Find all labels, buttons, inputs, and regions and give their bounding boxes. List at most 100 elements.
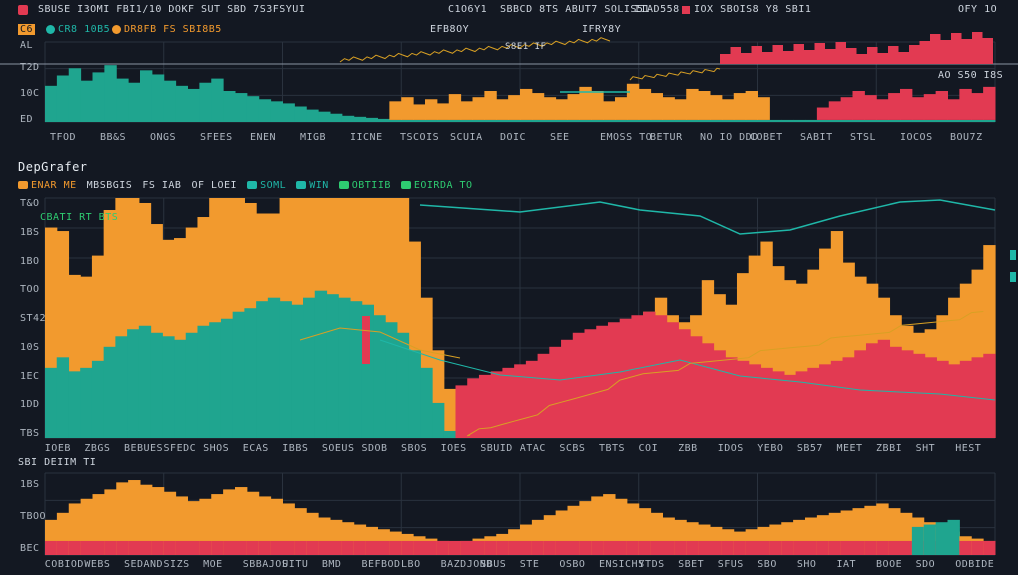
x-tick: BEFBOD xyxy=(361,559,401,570)
legend-item[interactable]: FS IAB xyxy=(142,180,181,191)
bar xyxy=(432,402,445,438)
bar xyxy=(638,119,652,122)
x-tick: SEDAND xyxy=(123,559,164,570)
bar xyxy=(537,353,550,438)
bar xyxy=(116,78,129,122)
bar xyxy=(223,489,236,555)
legend-swatch-icon xyxy=(18,181,28,189)
legend-item[interactable]: SOML xyxy=(247,180,286,191)
legend-item[interactable]: OF LOEI xyxy=(191,180,237,191)
bar xyxy=(104,540,117,555)
bar xyxy=(543,119,557,122)
bar xyxy=(209,322,222,438)
scroll-marker-icon[interactable] xyxy=(1010,250,1016,260)
top-legend-1: CR8 10B5 xyxy=(46,24,110,35)
bar xyxy=(781,540,794,555)
legend-swatch-icon xyxy=(400,181,411,189)
bar xyxy=(607,322,621,438)
scroll-marker-icon[interactable] xyxy=(1010,272,1016,282)
top-corner-label: OFY 1O xyxy=(958,4,998,15)
bar xyxy=(725,357,738,438)
bar xyxy=(864,95,877,120)
bar xyxy=(508,540,521,555)
top-annotation-1: EFB8OY xyxy=(430,24,470,35)
bar xyxy=(455,385,468,438)
bar xyxy=(935,522,948,555)
bar xyxy=(408,350,421,438)
legend-item[interactable]: MBSBGIS xyxy=(87,180,133,191)
x-tick: ENEN xyxy=(250,132,277,143)
x-tick: HEST xyxy=(955,443,982,454)
y-tick: 1BS xyxy=(20,226,40,238)
bar xyxy=(314,290,328,438)
bar xyxy=(757,119,770,122)
bar xyxy=(674,540,687,555)
x-tick: SHO xyxy=(796,559,817,570)
top-label-3: IIAD558 xyxy=(634,4,680,15)
bar xyxy=(349,301,363,438)
bar xyxy=(733,540,747,555)
bar xyxy=(713,350,726,438)
legend-item[interactable]: ENAR ME xyxy=(18,180,77,191)
legend-swatch-icon xyxy=(338,181,349,189)
bar xyxy=(572,332,586,438)
bar xyxy=(211,540,224,555)
x-tick: ATAC xyxy=(519,443,546,454)
bar xyxy=(721,99,735,120)
x-tick: SBO xyxy=(757,559,777,570)
app-icon[interactable] xyxy=(18,5,28,15)
bar xyxy=(983,353,996,438)
bar xyxy=(591,496,604,555)
bar xyxy=(603,494,616,555)
bar xyxy=(721,119,735,122)
y-tick: ST42 xyxy=(20,313,47,324)
bar xyxy=(185,332,199,438)
top-label-2: SBBCD 8TS ABUT7 SOLIS51 xyxy=(500,4,650,15)
bar xyxy=(674,99,687,120)
bar xyxy=(555,99,568,120)
x-tick: SOEUS xyxy=(321,443,355,454)
bar xyxy=(720,54,731,64)
legend-item[interactable]: WIN xyxy=(296,180,329,191)
x-tick: IICNE xyxy=(350,132,383,143)
bar xyxy=(972,32,983,64)
bar xyxy=(698,119,711,122)
bar xyxy=(549,346,562,438)
bar xyxy=(318,111,331,122)
bar xyxy=(162,336,175,438)
bar xyxy=(840,119,853,122)
top-panel-badge[interactable]: C6 xyxy=(18,24,36,35)
red-flag-icon[interactable] xyxy=(682,6,690,14)
x-tick: DOIC xyxy=(500,132,527,143)
bar xyxy=(854,350,867,438)
legend-item[interactable]: EOIRDA TO xyxy=(400,180,473,191)
legend-item[interactable]: OBTIIB xyxy=(338,180,391,191)
bar xyxy=(805,540,818,555)
bar xyxy=(246,540,260,555)
bar xyxy=(793,44,804,64)
bar xyxy=(235,540,248,555)
bar xyxy=(151,487,165,555)
x-tick: EMOSS TO xyxy=(600,132,653,143)
bar xyxy=(745,91,758,120)
bar xyxy=(835,42,846,64)
bar xyxy=(983,540,996,555)
bar xyxy=(448,94,462,120)
x-tick: SDOB xyxy=(361,443,388,454)
bar xyxy=(828,540,842,555)
bar xyxy=(772,45,783,64)
bar xyxy=(846,48,857,64)
x-tick: MEET xyxy=(836,443,863,454)
bar xyxy=(888,46,899,64)
x-tick: SBET xyxy=(678,559,705,570)
x-tick: STSL xyxy=(850,132,877,143)
x-tick: STE xyxy=(519,559,540,570)
bar xyxy=(525,360,539,438)
bar xyxy=(830,360,844,438)
x-tick: SABIT xyxy=(800,132,833,143)
bar xyxy=(425,99,438,120)
bar xyxy=(377,540,390,555)
x-tick: ODBIDE xyxy=(955,559,995,570)
bar xyxy=(103,346,116,438)
bar xyxy=(303,297,316,438)
